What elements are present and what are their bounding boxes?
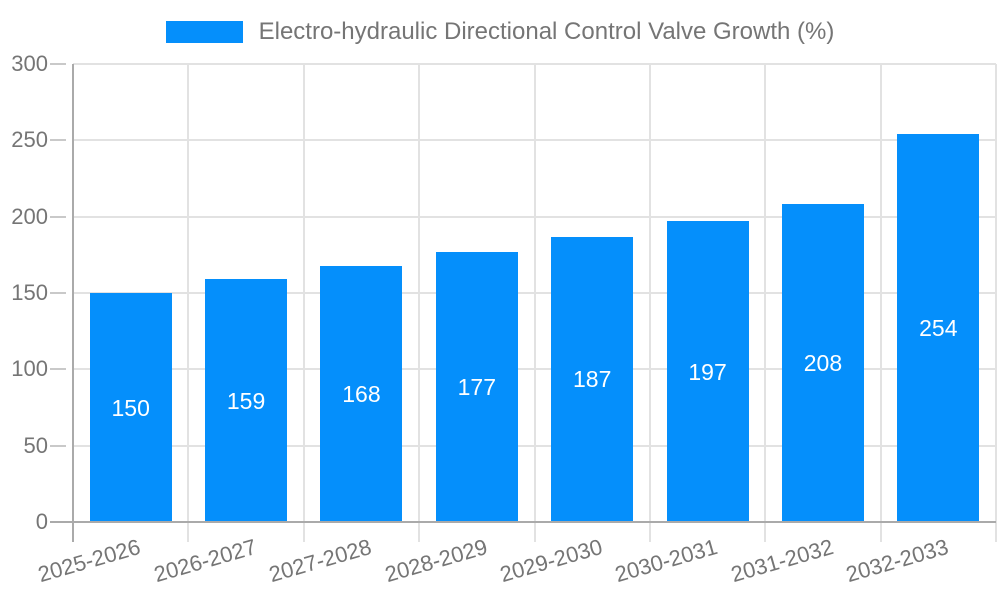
bar-value-label: 159 <box>226 387 266 414</box>
bar-2028-2029[interactable] <box>435 251 518 522</box>
x-tick-label: 2032-2033 <box>843 534 952 588</box>
y-tick-label: 300 <box>11 51 48 76</box>
x-tick-label: 2028-2029 <box>381 534 490 588</box>
x-tick-label: 2031-2032 <box>727 534 836 588</box>
v-gridline <box>418 64 421 542</box>
bar-2025-2026[interactable] <box>89 293 172 522</box>
y-axis-tick <box>50 139 66 142</box>
y-tick-label: 150 <box>11 280 48 305</box>
y-tick-label: 50 <box>23 432 48 458</box>
v-gridline <box>995 64 997 542</box>
y-tick-label: 250 <box>11 127 48 153</box>
bar-value-label: 197 <box>688 358 727 385</box>
legend-label: Electro-hydraulic Directional Control Va… <box>258 18 835 45</box>
bar-value-label: 254 <box>919 315 958 342</box>
bar-2026-2027[interactable] <box>205 279 288 522</box>
y-tick-label: 200 <box>11 203 48 229</box>
y-axis-tick <box>50 368 66 371</box>
y-axis-tick <box>50 444 66 447</box>
v-gridline <box>879 64 882 542</box>
bar-2030-2031[interactable] <box>666 221 749 522</box>
bar-2031-2032[interactable] <box>781 204 864 522</box>
y-axis-tick <box>50 63 66 65</box>
y-axis-line <box>72 64 74 542</box>
bar-value-label: 177 <box>457 373 496 400</box>
x-axis-line <box>50 521 996 523</box>
bar-value-label: 208 <box>803 350 843 377</box>
v-gridline <box>764 64 767 542</box>
bar-value-label: 150 <box>111 394 150 421</box>
v-gridline <box>533 64 536 542</box>
y-tick-label: 100 <box>11 356 48 382</box>
x-tick-label: 2025-2026 <box>35 534 144 588</box>
y-axis-tick <box>50 292 66 294</box>
x-tick-label: 2027-2028 <box>266 534 375 588</box>
bar-2029-2030[interactable] <box>551 236 634 522</box>
v-gridline <box>302 64 305 542</box>
y-tick-label: 0 <box>35 509 48 534</box>
bar-value-label: 187 <box>573 366 612 393</box>
x-tick-label: 2030-2031 <box>612 534 721 588</box>
legend[interactable]: Electro-hydraulic Directional Control Va… <box>0 18 1000 46</box>
bar-2027-2028[interactable] <box>320 265 403 522</box>
bar-value-label: 168 <box>342 380 381 407</box>
v-gridline <box>648 64 651 542</box>
x-tick-label: 2026-2027 <box>150 534 259 588</box>
x-tick-label: 2029-2030 <box>497 534 606 588</box>
v-gridline <box>187 64 190 542</box>
bar-2032-2033[interactable] <box>897 134 980 522</box>
y-axis-tick <box>50 215 66 218</box>
legend-swatch <box>165 21 243 43</box>
